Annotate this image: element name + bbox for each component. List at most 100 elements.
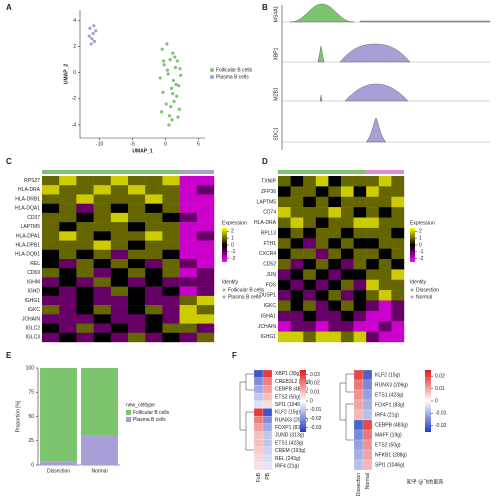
heat-cell xyxy=(328,207,342,218)
gene-label: NFKB1 (288g) xyxy=(375,452,407,458)
legend-swatch xyxy=(126,417,131,422)
heat-cell xyxy=(391,238,405,249)
point xyxy=(169,86,174,90)
heat-cell xyxy=(128,305,146,315)
colorbar-tick-label: -1 xyxy=(419,249,424,255)
heat-cell xyxy=(366,310,379,322)
y-tick-label: 100 xyxy=(26,365,35,371)
heat-cell xyxy=(262,431,273,440)
heat-cell xyxy=(303,207,316,218)
heat-cell xyxy=(353,300,367,312)
gene-label: IGHM xyxy=(27,279,40,285)
heat-cell xyxy=(196,194,215,204)
gene-label: HLA-DPA1 xyxy=(16,233,40,239)
heat-cell xyxy=(59,212,77,223)
heat-cell xyxy=(128,222,146,232)
gene-label: HLA-DQB1 xyxy=(15,252,40,258)
heat-cell xyxy=(278,321,291,332)
heat-cell xyxy=(315,227,329,239)
gene-label: RPL13 xyxy=(261,230,277,236)
heat-cell xyxy=(378,300,392,312)
heat-cell xyxy=(366,176,379,187)
point xyxy=(170,118,174,122)
heat-cell xyxy=(366,290,379,301)
heat-cell xyxy=(278,290,291,301)
heat-cell xyxy=(76,212,94,223)
gene-label: REL (243g) xyxy=(275,456,301,462)
point xyxy=(91,31,95,36)
heat-cell xyxy=(341,279,354,291)
heat-cell xyxy=(42,249,60,260)
heat-cell xyxy=(391,321,405,332)
gene-label: IGHG1 xyxy=(24,298,40,304)
heat-cell xyxy=(378,176,392,187)
heat-cell xyxy=(303,279,316,291)
gene-label: IGHG1 xyxy=(260,334,276,340)
heat-cell xyxy=(145,314,163,324)
heat-cell xyxy=(196,286,215,297)
heat-cell xyxy=(128,176,146,186)
heat-cell xyxy=(328,186,342,197)
gene-label: JCHAIN xyxy=(22,316,40,322)
heat-cell xyxy=(145,203,163,214)
gene-label: FOS xyxy=(266,282,277,288)
heat-cell xyxy=(315,310,329,322)
heat-cell xyxy=(128,203,146,214)
x-tick-label: -10 xyxy=(96,141,103,147)
point xyxy=(158,76,162,80)
heat-cell xyxy=(179,194,197,204)
heat-cell xyxy=(93,277,111,287)
gene-label: ZFP36 xyxy=(261,189,276,195)
point xyxy=(165,42,169,46)
heat-cell xyxy=(253,400,264,409)
gene-label: LAPTM5 xyxy=(257,199,277,205)
heat-cell xyxy=(366,238,379,249)
heat-cell xyxy=(303,248,316,260)
heat-cell xyxy=(391,300,405,312)
heat-cell xyxy=(278,310,291,322)
point xyxy=(90,37,94,41)
heat-cell xyxy=(391,196,405,208)
heat-cell xyxy=(366,227,379,239)
point xyxy=(164,102,168,106)
panel-label: F xyxy=(232,351,237,360)
heat-cell xyxy=(353,248,367,260)
heat-cell xyxy=(353,459,364,471)
heat-cell xyxy=(93,268,111,278)
point xyxy=(168,58,172,62)
dendrogram xyxy=(239,373,354,451)
gene-label: ETS2 (50g) xyxy=(275,394,301,400)
heat-cell xyxy=(59,286,77,297)
heat-cell xyxy=(145,259,163,269)
heat-cell xyxy=(59,176,77,186)
point xyxy=(167,123,171,127)
heat-cell xyxy=(253,392,264,401)
heat-cell xyxy=(328,300,342,312)
heat-cell xyxy=(315,290,329,301)
heat-cell xyxy=(59,231,77,241)
gene-label: XBP1 xyxy=(273,47,279,60)
heat-cell xyxy=(162,176,180,186)
heat-cell xyxy=(93,314,111,324)
heat-cell xyxy=(353,321,367,332)
heat-cell xyxy=(145,277,163,287)
gene-label: MZB1 xyxy=(273,87,279,101)
bar-segment xyxy=(40,461,77,465)
gene-label: ETS1 (423g) xyxy=(275,440,304,446)
gene-label: HLA-DPB1 xyxy=(16,242,41,248)
heat-cell xyxy=(378,238,392,249)
heat-cell xyxy=(196,249,215,260)
heat-cell xyxy=(162,332,180,343)
heat-cell xyxy=(278,176,291,187)
heat-cell xyxy=(378,248,392,260)
heat-cell xyxy=(362,369,373,381)
gene-label: FTH1 xyxy=(264,241,277,247)
heat-cell xyxy=(42,314,60,324)
heat-cell xyxy=(179,286,197,297)
heat-cell xyxy=(145,176,163,186)
heat-cell xyxy=(341,310,354,322)
column-label: Dissection xyxy=(356,473,362,496)
heat-cell xyxy=(128,332,146,343)
heat-cell xyxy=(290,217,304,229)
point xyxy=(173,55,177,59)
